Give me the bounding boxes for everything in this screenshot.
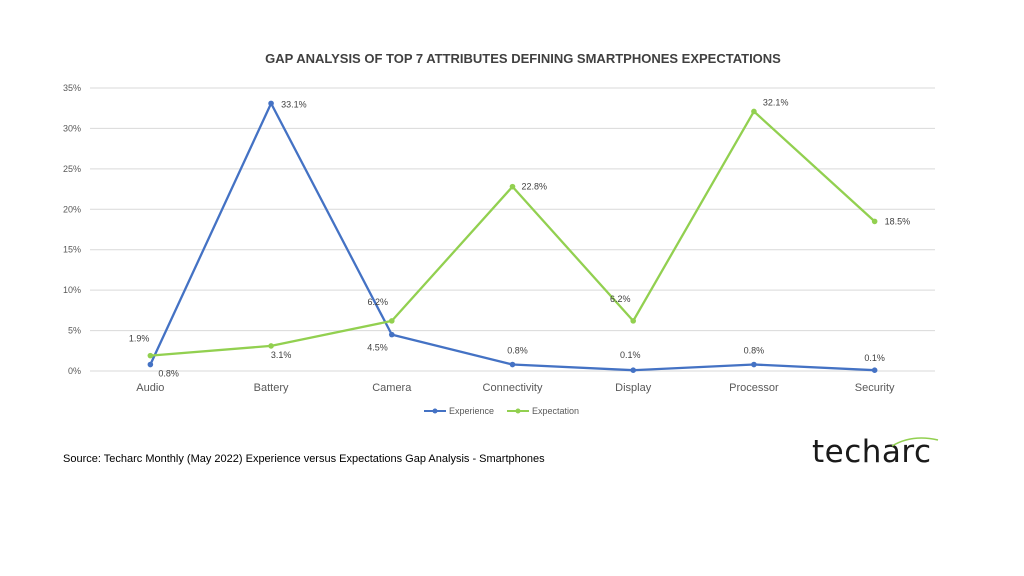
techarc-logo: techarc — [812, 432, 942, 472]
x-tick-label: Camera — [372, 382, 412, 394]
data-label-experience: 0.1% — [620, 350, 641, 360]
data-label-expectation: 18.5% — [885, 216, 911, 226]
logo-text: techarc — [812, 434, 932, 470]
y-tick-label: 25% — [63, 164, 81, 174]
x-tick-label: Display — [615, 382, 652, 394]
data-point-expectation — [871, 218, 878, 225]
data-label-expectation: 3.1% — [271, 350, 292, 360]
data-label-expectation: 6.2% — [368, 297, 389, 307]
y-tick-label: 0% — [68, 366, 81, 376]
data-label-expectation: 1.9% — [129, 334, 150, 344]
data-label-expectation: 6.2% — [610, 294, 631, 304]
data-label-experience: 0.8% — [507, 346, 528, 356]
data-point-expectation — [388, 318, 395, 324]
chart-title: GAP ANALYSIS OF TOP 7 ATTRIBUTES DEFININ… — [265, 51, 781, 66]
y-tick-label: 30% — [63, 123, 81, 133]
legend-marker-experience — [432, 408, 438, 414]
data-point-expectation — [268, 343, 274, 349]
y-tick-label: 15% — [63, 245, 81, 255]
x-tick-label: Battery — [254, 382, 289, 394]
x-tick-label: Processor — [729, 382, 779, 394]
data-point-experience — [871, 367, 878, 373]
data-label-expectation: 22.8% — [522, 182, 548, 192]
data-point-expectation — [509, 183, 516, 190]
series-lines — [147, 100, 878, 373]
data-label-experience: 4.5% — [367, 343, 388, 353]
x-tick-label: Connectivity — [483, 382, 543, 394]
data-point-experience — [630, 367, 637, 373]
y-tick-label: 20% — [63, 204, 81, 214]
data-label-experience: 0.8% — [158, 369, 179, 379]
data-point-experience — [268, 100, 274, 107]
y-tick-label: 5% — [68, 326, 81, 336]
data-label-experience: 0.8% — [744, 346, 765, 356]
x-tick-label: Audio — [136, 382, 164, 394]
data-point-experience — [147, 361, 154, 368]
x-tick-label: Security — [855, 382, 895, 394]
data-label-expectation: 32.1% — [763, 97, 789, 107]
legend-marker-expectation — [515, 408, 521, 414]
data-label-experience: 33.1% — [281, 99, 307, 109]
series-line-expectation — [150, 110, 876, 357]
data-point-expectation — [147, 352, 154, 359]
legend: Experience Expectation — [424, 406, 579, 416]
data-point-expectation — [751, 108, 757, 115]
legend-label-expectation: Expectation — [532, 406, 579, 416]
source-note: Source: Techarc Monthly (May 2022) Exper… — [63, 453, 545, 465]
data-point-experience — [751, 361, 757, 368]
x-axis: Audio Battery Camera Connectivity Display Pro… — [136, 382, 895, 394]
y-axis: 0% 5% 10% 15% 20% 25% 30% 35% — [63, 83, 81, 376]
data-labels: 0.8% 33.1% 4.5% 0.8% 0.1% 0.8% 0.1% 1.9% 3.1% 6.2… — [129, 97, 910, 378]
legend-label-experience: Experience — [449, 406, 494, 416]
data-label-experience: 0.1% — [864, 353, 885, 363]
y-tick-label: 35% — [63, 83, 81, 93]
data-point-experience — [388, 331, 395, 338]
data-point-expectation — [630, 318, 637, 324]
gridlines — [90, 87, 935, 372]
logo-swoosh-icon — [891, 437, 939, 447]
y-tick-label: 10% — [63, 285, 81, 295]
data-point-experience — [509, 361, 516, 368]
